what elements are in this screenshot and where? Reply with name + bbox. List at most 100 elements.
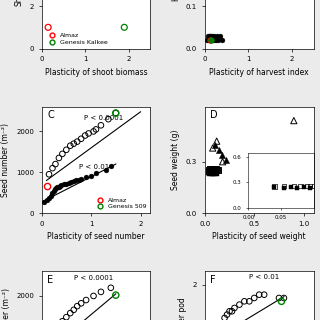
Point (219, 152, 224, 157)
Point (209, 37, 214, 43)
Point (225, 312, 230, 317)
Point (209, 169, 214, 174)
Point (212, 169, 218, 174)
Point (108, 164, 113, 169)
Point (212, 167, 217, 172)
Point (122, 25, 127, 30)
Point (66, 180, 71, 185)
Point (215, 37, 220, 43)
Point (48, 193, 53, 198)
Point (210, 170, 215, 175)
Point (210, 37, 215, 43)
Point (212, 33, 217, 38)
Point (220, 159, 225, 164)
Point (58, 184, 63, 189)
Point (257, 292, 262, 297)
Point (44, 197, 49, 203)
Point (208, 37, 213, 43)
Point (91, 293, 96, 299)
Point (52, 189, 57, 194)
Point (79, 136, 84, 141)
Point (212, 170, 217, 175)
Point (223, 157, 228, 163)
Point (113, 110, 118, 116)
Point (208, 33, 213, 38)
Point (214, 33, 220, 38)
Point (220, 37, 225, 43)
Point (56, 156, 61, 161)
Point (215, 167, 220, 172)
Point (93, 127, 99, 132)
Point (207, 37, 212, 43)
Point (216, 147, 221, 152)
Point (210, 33, 215, 38)
Y-axis label: Ha: Ha (171, 0, 180, 1)
Point (204, 37, 210, 43)
Point (216, 168, 221, 173)
X-axis label: Plasticity of shoot biomass: Plasticity of shoot biomass (45, 68, 147, 77)
Point (84, 298, 89, 303)
Text: P < 0.0001: P < 0.0001 (84, 115, 123, 121)
Point (103, 168, 108, 173)
Point (210, 166, 215, 171)
Point (207, 37, 212, 43)
Point (279, 299, 284, 304)
Point (108, 285, 113, 290)
Text: P < 0.01: P < 0.01 (79, 164, 109, 170)
Point (46, 172, 52, 177)
Point (227, 309, 232, 314)
Point (205, 33, 211, 38)
Point (50, 191, 55, 196)
Point (79, 176, 84, 181)
Y-axis label: Seed number (m⁻²): Seed number (m⁻²) (1, 123, 11, 197)
Point (46, 195, 52, 200)
Point (56, 184, 61, 189)
Point (214, 170, 219, 175)
Point (68, 143, 73, 148)
Point (69, 180, 74, 185)
Point (212, 142, 217, 147)
Point (210, 146, 215, 151)
Point (106, 116, 111, 122)
Point (91, 129, 96, 134)
Point (232, 305, 237, 310)
Text: F: F (210, 275, 216, 284)
Point (71, 179, 76, 184)
Point (86, 131, 91, 136)
Point (54, 186, 59, 191)
Point (261, 292, 267, 297)
Point (71, 141, 76, 146)
Point (206, 33, 211, 38)
Point (60, 151, 65, 156)
Point (113, 110, 118, 116)
X-axis label: Plasticity of seed weight: Plasticity of seed weight (212, 232, 306, 241)
Point (247, 299, 252, 304)
Point (98, 289, 103, 294)
Point (64, 315, 69, 320)
Point (222, 315, 227, 320)
Point (45, 25, 51, 30)
Point (53, 162, 58, 167)
Point (209, 37, 214, 43)
Point (45, 184, 50, 189)
Point (209, 33, 214, 38)
Point (206, 37, 211, 43)
Point (214, 166, 219, 171)
Point (207, 37, 212, 43)
Point (218, 33, 223, 38)
Point (209, 167, 214, 172)
Point (76, 177, 81, 182)
Point (75, 304, 80, 309)
Point (211, 169, 216, 174)
X-axis label: Plasticity of harvest index: Plasticity of harvest index (209, 68, 309, 77)
Y-axis label: Shoot: Shoot (15, 0, 24, 6)
Point (93, 171, 99, 176)
Y-axis label: Seed number (m⁻²): Seed number (m⁻²) (2, 288, 11, 320)
Point (75, 139, 80, 144)
Point (211, 167, 216, 172)
Legend: Almaz, Genesis Kalkee: Almaz, Genesis Kalkee (45, 32, 108, 45)
Point (207, 33, 212, 38)
Point (50, 166, 55, 171)
Point (64, 181, 69, 186)
Point (214, 139, 219, 144)
